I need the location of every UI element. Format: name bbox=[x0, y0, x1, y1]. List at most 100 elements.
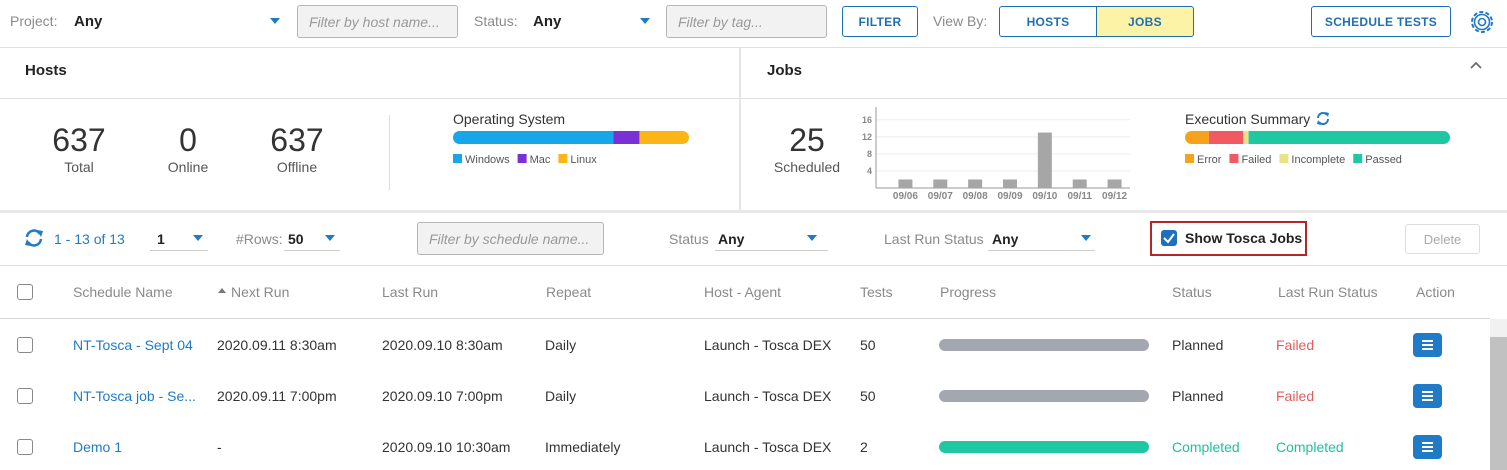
tests: 2 bbox=[860, 439, 868, 455]
progress-bar bbox=[939, 390, 1149, 402]
status-select[interactable]: Any bbox=[718, 231, 745, 247]
bar-segment bbox=[639, 131, 689, 144]
tag-filter[interactable]: Filter by tag... bbox=[666, 5, 827, 38]
bar bbox=[968, 179, 983, 188]
scrollbar[interactable] bbox=[1490, 319, 1507, 470]
schedule-name[interactable]: Demo 1 bbox=[73, 439, 123, 455]
bar bbox=[898, 179, 913, 188]
scrollbar-thumb[interactable] bbox=[1490, 337, 1507, 470]
legend-label: Windows bbox=[465, 154, 510, 166]
next-run: 2020.09.11 8:30am bbox=[217, 337, 337, 353]
rows-label: #Rows: bbox=[236, 231, 283, 247]
tosca-label: Show Tosca Jobs bbox=[1185, 230, 1303, 246]
action-button[interactable] bbox=[1413, 333, 1442, 357]
last-run: 2020.09.10 7:00pm bbox=[382, 388, 503, 404]
last-run: 2020.09.10 10:30am bbox=[382, 439, 511, 455]
refresh-icon[interactable] bbox=[1317, 112, 1329, 125]
caret bbox=[193, 235, 203, 241]
column-header[interactable]: Host - Agent bbox=[704, 284, 782, 300]
column-header[interactable]: Next Run bbox=[231, 284, 290, 300]
placeholder: Filter by tag... bbox=[678, 13, 763, 30]
schedule-filter[interactable]: Filter by schedule name... bbox=[417, 222, 604, 255]
legend-swatch bbox=[1353, 154, 1363, 163]
divider bbox=[0, 47, 1507, 48]
bar-segment bbox=[1243, 131, 1249, 144]
delete-button[interactable]: Delete bbox=[1405, 224, 1480, 254]
legend-swatch bbox=[558, 154, 568, 163]
next-run: - bbox=[217, 439, 222, 455]
status-label: Status bbox=[669, 231, 709, 247]
bar-segment bbox=[453, 131, 614, 144]
divider bbox=[0, 265, 1507, 266]
collapse-icon[interactable] bbox=[1469, 60, 1483, 70]
x-tick-label: 09/07 bbox=[928, 191, 953, 202]
settings-icon[interactable] bbox=[1467, 7, 1497, 37]
select-all-checkbox[interactable] bbox=[17, 284, 33, 300]
view-by-label: View By: bbox=[933, 13, 988, 29]
last-run: 2020.09.10 8:30am bbox=[382, 337, 503, 353]
checkbox-checked bbox=[1161, 230, 1177, 246]
progress-bar bbox=[939, 441, 1149, 453]
status-select[interactable]: Any bbox=[533, 13, 562, 30]
page-select[interactable]: 1 bbox=[157, 231, 165, 247]
pagination-range: 1 - 13 of 13 bbox=[54, 231, 125, 247]
x-tick-label: 09/10 bbox=[1032, 191, 1057, 202]
schedule-name[interactable]: NT-Tosca - Sept 04 bbox=[73, 337, 193, 353]
tosca-toggle[interactable]: Show Tosca Jobs bbox=[1150, 221, 1307, 256]
bar-segment bbox=[1185, 131, 1209, 144]
status: Completed bbox=[1172, 439, 1240, 455]
legend-label: Passed bbox=[1365, 154, 1402, 166]
column-header[interactable]: Schedule Name bbox=[73, 284, 173, 300]
bar-segment bbox=[1208, 131, 1244, 144]
row-checkbox[interactable] bbox=[17, 439, 33, 455]
status: Planned bbox=[1172, 337, 1224, 353]
host-agent: Launch - Tosca DEX bbox=[704, 337, 832, 353]
view-jobs-button[interactable]: JOBS bbox=[1096, 6, 1194, 37]
stat-label: Total bbox=[64, 159, 94, 175]
last-run-status-select[interactable]: Any bbox=[992, 231, 1019, 247]
underline bbox=[284, 250, 340, 251]
caret bbox=[1081, 235, 1091, 241]
legend-swatch bbox=[453, 154, 462, 163]
last-run-status: Failed bbox=[1276, 337, 1315, 353]
schedule-tests-button[interactable]: SCHEDULE TESTS bbox=[1311, 6, 1451, 37]
underline bbox=[150, 250, 208, 251]
legend-swatch bbox=[1229, 154, 1239, 163]
scheduled-count: 25 bbox=[789, 122, 825, 158]
repeat: Daily bbox=[545, 337, 577, 353]
host-filter[interactable]: Filter by host name... bbox=[297, 5, 458, 38]
row-checkbox[interactable] bbox=[17, 388, 33, 404]
x-tick-label: 09/09 bbox=[997, 191, 1022, 202]
legend-label: Mac bbox=[530, 154, 551, 166]
action-button[interactable] bbox=[1413, 384, 1442, 408]
scheduled-label: Scheduled bbox=[773, 159, 841, 175]
filter-button[interactable]: FILTER bbox=[842, 6, 918, 37]
column-header[interactable]: Progress bbox=[940, 284, 997, 300]
placeholder: Filter by schedule name... bbox=[429, 230, 590, 247]
placeholder: Filter by host name... bbox=[309, 13, 440, 30]
rows-select[interactable]: 50 bbox=[288, 231, 304, 247]
tests: 50 bbox=[860, 337, 876, 353]
project-select[interactable]: Any bbox=[74, 13, 103, 30]
refresh-icon[interactable] bbox=[23, 227, 45, 249]
legend-label: Failed bbox=[1241, 154, 1271, 166]
divider bbox=[0, 98, 1507, 99]
schedule-name[interactable]: NT-Tosca job - Se... bbox=[73, 388, 196, 404]
divider bbox=[0, 318, 1490, 319]
column-header[interactable]: Last Run Status bbox=[1278, 284, 1378, 300]
x-tick-label: 09/11 bbox=[1067, 191, 1092, 202]
column-header[interactable]: Tests bbox=[860, 284, 893, 300]
y-tick-label: 4 bbox=[867, 166, 872, 176]
sort-icon[interactable] bbox=[217, 286, 227, 294]
column-header[interactable]: Repeat bbox=[546, 284, 592, 300]
status: Planned bbox=[1172, 388, 1224, 404]
column-header[interactable]: Last Run bbox=[382, 284, 439, 300]
last-run-status-label: Last Run Status bbox=[884, 231, 984, 247]
x-tick-label: 09/06 bbox=[893, 191, 918, 202]
row-checkbox[interactable] bbox=[17, 337, 33, 353]
action-button[interactable] bbox=[1413, 435, 1442, 459]
column-header[interactable]: Status bbox=[1172, 284, 1212, 300]
column-header[interactable]: Action bbox=[1416, 284, 1455, 300]
